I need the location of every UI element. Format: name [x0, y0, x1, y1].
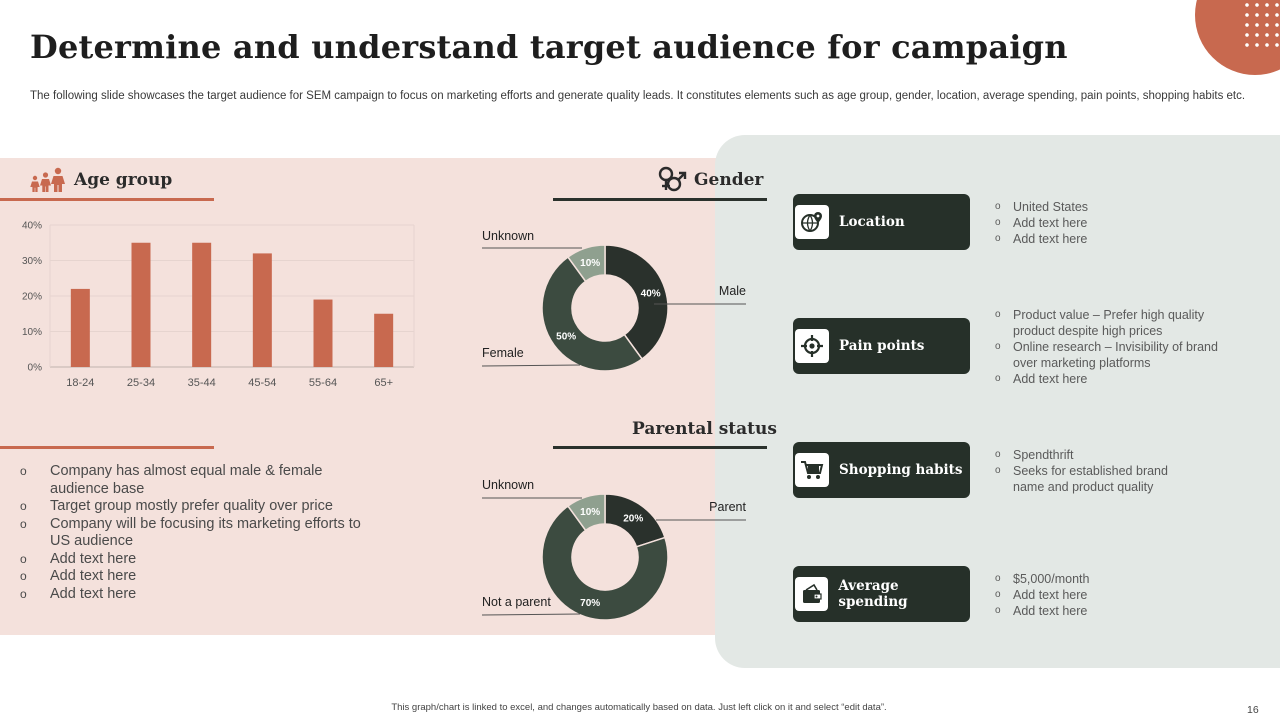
- y-tick-label: 30%: [22, 256, 42, 267]
- bar-18-24: [70, 288, 90, 367]
- x-tick-label: 55-64: [309, 377, 337, 389]
- list-item: United States: [995, 199, 1235, 215]
- shopping-habits-label: Shopping habits: [839, 462, 963, 478]
- y-tick-label: 0%: [28, 363, 43, 374]
- parental-status-heading: Parental status: [632, 419, 777, 439]
- y-tick-label: 20%: [22, 292, 42, 303]
- footer-note: This graph/chart is linked to excel, and…: [391, 702, 887, 713]
- bar-55-64: [313, 299, 333, 367]
- x-tick-label: 25-34: [127, 377, 155, 389]
- page-subtitle: The following slide showcases the target…: [30, 90, 1246, 102]
- insight-item: Add text here: [20, 586, 380, 604]
- average-spending-details: $5,000/month Add text here Add text here: [995, 571, 1235, 619]
- list-item: Online research – Invisibility of brand …: [995, 339, 1220, 371]
- gender-donut-svg: 40% Male 50% Female 10% Unknown: [481, 229, 746, 372]
- slice-unknown: [566, 493, 606, 532]
- insight-item: Add text here: [20, 568, 380, 586]
- list-item: $5,000/month: [995, 571, 1235, 587]
- insights-rule: [0, 446, 214, 449]
- x-tick-label: 35-44: [188, 377, 216, 389]
- insights-list: Company has almost equal male & female a…: [20, 463, 380, 603]
- slice-not-a-parent: [541, 504, 669, 621]
- average-spending-card: Average spending: [793, 566, 970, 622]
- parental-status-donut-chart: 20% Parent 70% Not a parent 10% Unknown: [470, 469, 770, 644]
- slice-value-label: 70%: [580, 598, 600, 609]
- y-tick-label: 10%: [22, 327, 42, 338]
- list-item: Product value – Prefer high quality prod…: [995, 307, 1220, 339]
- slice-unknown: [566, 244, 606, 283]
- location-details: United States Add text here Add text her…: [995, 199, 1235, 247]
- shopping-cart-icon: [795, 453, 829, 487]
- location-card: Location: [793, 194, 970, 250]
- globe-location-icon: [795, 205, 829, 239]
- list-item: Seeks for established brand name and pro…: [995, 463, 1195, 495]
- pain-points-label: Pain points: [839, 338, 925, 354]
- page-title: Determine and understand target audience…: [30, 28, 1068, 66]
- bar-65+: [374, 313, 394, 367]
- gender-symbol-icon: [658, 166, 687, 192]
- slice-value-label: 40%: [641, 289, 661, 300]
- dot-pattern-icon: [1242, 0, 1280, 48]
- gender-donut-chart: 40% Male 50% Female 10% Unknown: [470, 220, 770, 395]
- slice-category-label: Unknown: [482, 229, 534, 243]
- bar-25-34: [131, 242, 151, 367]
- slice-value-label: 10%: [580, 258, 600, 269]
- slice-female: [541, 255, 644, 372]
- leader-line: [481, 613, 581, 616]
- slice-category-label: Unknown: [482, 478, 534, 492]
- x-tick-label: 65+: [374, 377, 393, 389]
- wallet-icon: [795, 577, 829, 611]
- age-group-heading: Age group: [74, 170, 173, 190]
- parental-status-donut-svg: 20% Parent 70% Not a parent 10% Unknown: [481, 478, 747, 621]
- family-icon: [30, 167, 65, 192]
- location-label: Location: [839, 214, 905, 230]
- slice-value-label: 10%: [580, 507, 600, 518]
- target-icon: [795, 329, 829, 363]
- page-number: 16: [1247, 704, 1259, 716]
- insight-item: Company will be focusing its marketing e…: [20, 516, 380, 551]
- x-tick-label: 18-24: [66, 377, 94, 389]
- list-item: Add text here: [995, 215, 1235, 231]
- list-item: Add text here: [995, 371, 1220, 387]
- leader-line: [481, 364, 581, 367]
- insight-item: Target group mostly prefer quality over …: [20, 498, 380, 516]
- bar-35-44: [192, 242, 212, 367]
- y-tick-label: 40%: [22, 221, 42, 232]
- slice-category-label: Male: [719, 284, 746, 298]
- age-group-bar-chart: 0% 10% 20% 30% 40% 18-24 25-34 35-44 45-54 55-64 6…: [0, 210, 430, 405]
- list-item: Spendthrift: [995, 447, 1195, 463]
- bar-45-54: [252, 253, 272, 367]
- list-item: Add text here: [995, 603, 1235, 619]
- age-group-bar-svg: 0% 10% 20% 30% 40% 18-24 25-34 35-44 45-54 55-64 6…: [22, 221, 415, 389]
- age-group-rule: [0, 198, 214, 201]
- parental-status-rule: [553, 446, 767, 449]
- gender-rule: [553, 198, 767, 201]
- slice-category-label: Parent: [709, 500, 746, 514]
- slice-value-label: 20%: [623, 514, 643, 525]
- pain-points-card: Pain points: [793, 318, 970, 374]
- list-item: Add text here: [995, 231, 1235, 247]
- slice-value-label: 50%: [556, 332, 576, 343]
- gender-heading: Gender: [694, 170, 764, 190]
- list-item: Add text here: [995, 587, 1235, 603]
- slice-category-label: Female: [482, 346, 524, 360]
- slice-category-label: Not a parent: [482, 595, 551, 609]
- slice-male: [604, 244, 669, 361]
- x-tick-label: 45-54: [248, 377, 276, 389]
- shopping-habits-details: Spendthrift Seeks for established brand …: [995, 447, 1195, 495]
- pain-points-details: Product value – Prefer high quality prod…: [995, 307, 1220, 387]
- insight-item: Add text here: [20, 551, 380, 569]
- average-spending-label: Average spending: [838, 578, 908, 610]
- insight-item: Company has almost equal male & female a…: [20, 463, 380, 498]
- shopping-habits-card: Shopping habits: [793, 442, 970, 498]
